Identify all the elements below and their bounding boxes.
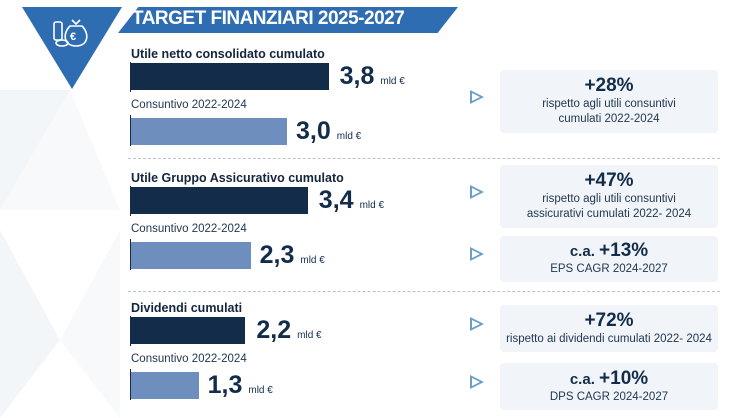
section-label: Utile Gruppo Assicurativo cumulato	[131, 171, 344, 185]
target-bar	[131, 63, 329, 90]
box-text: cumulati 2022-2024	[558, 113, 660, 125]
money-bag-euro-icon: €	[53, 19, 88, 47]
title-banner	[118, 7, 458, 33]
axis-line	[130, 115, 131, 146]
axis-line	[130, 369, 131, 400]
target-value: 2,2 mld €	[256, 316, 322, 344]
actual-label: Consuntivo 2022-2024	[131, 99, 247, 111]
percent: +47%	[584, 170, 634, 191]
page-title: TARGET FINANZIARI 2025-2027	[132, 8, 405, 29]
box-text: rispetto agli utili consuntivi	[542, 193, 676, 205]
highlight-box: +47% rispetto agli utili consuntivi assi…	[500, 165, 718, 228]
actual-bar	[131, 118, 287, 145]
arrow-icon	[470, 89, 484, 104]
arrow-icon	[470, 316, 484, 331]
percent: +72%	[584, 309, 634, 331]
actual-value: 3,0 mld €	[296, 117, 362, 145]
prefix: c.a.	[569, 370, 600, 388]
actual-label: Consuntivo 2022-2024	[131, 223, 247, 235]
box-text: rispetto agli utili consuntivi	[542, 98, 676, 110]
box-text: assicurativi cumulati 2022- 2024	[526, 208, 692, 220]
svg-text:€: €	[70, 31, 76, 43]
actual-bar	[131, 242, 251, 269]
percent: +28%	[584, 75, 634, 96]
section-label: Utile netto consolidato cumulato	[131, 47, 325, 61]
prefix: c.a.	[569, 243, 600, 260]
section-label: Dividendi cumulati	[131, 301, 243, 315]
axis-line	[130, 316, 131, 346]
actual-bar	[131, 372, 199, 399]
percent: +13%	[599, 240, 649, 261]
highlight-box: c.a. +13% EPS CAGR 2024-2027	[500, 236, 718, 282]
actual-label: Consuntivo 2022-2024	[131, 353, 247, 365]
box-text: DPS CAGR 2024-2027	[549, 390, 669, 403]
target-bar	[131, 187, 308, 214]
arrow-icon	[470, 247, 484, 261]
divider	[128, 291, 720, 292]
axis-line	[130, 239, 131, 270]
target-bar	[131, 317, 246, 344]
axis-line	[130, 186, 131, 216]
divider	[128, 158, 720, 159]
target-value: 3,4 mld €	[318, 186, 385, 214]
highlight-box: c.a. +10% DPS CAGR 2024-2027	[500, 363, 718, 410]
box-text: rispetto ai dividendi cumulati 2022- 202…	[506, 332, 712, 345]
background-triangles	[0, 90, 120, 418]
highlight-box: +72% rispetto ai dividendi cumulati 2022…	[500, 305, 718, 352]
axis-line	[130, 62, 131, 92]
percent: +10%	[599, 367, 649, 389]
actual-value: 1,3 mld €	[207, 371, 273, 399]
target-value: 3,8 mld €	[339, 62, 405, 90]
arrow-icon	[470, 374, 484, 389]
highlight-box: +28% rispetto agli utili consuntivi cumu…	[500, 70, 718, 133]
box-text: EPS CAGR 2024-2027	[550, 263, 668, 275]
actual-value: 2,3 mld €	[259, 241, 325, 269]
arrow-icon	[470, 184, 484, 199]
